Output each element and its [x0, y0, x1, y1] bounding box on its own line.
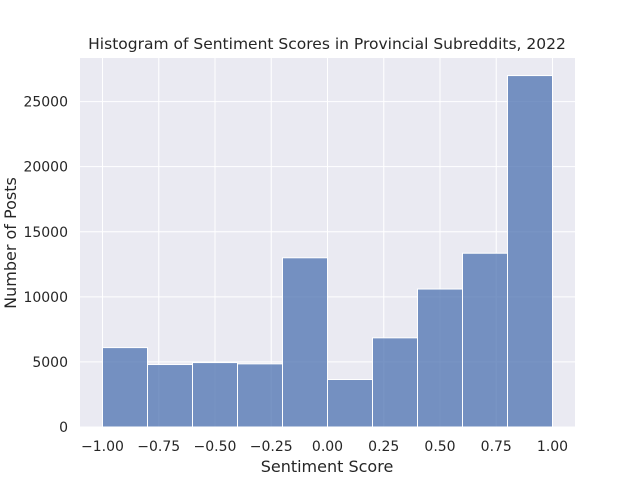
- x-axis-ticks: −1.00 −0.75 −0.50 −0.25 0.00 0.25 0.50 0.75 1.00: [81, 439, 568, 455]
- x-axis-label: Sentiment Score: [261, 457, 394, 476]
- histogram-bars: [102, 75, 553, 428]
- x-tick-label: 0.25: [368, 439, 399, 455]
- x-tick-label: 1.00: [537, 439, 568, 455]
- x-tick-label: 0.00: [312, 439, 343, 455]
- x-tick-label: −1.00: [81, 439, 124, 455]
- histogram-bar: [282, 257, 328, 428]
- x-tick-label: −0.50: [194, 439, 237, 455]
- y-tick-label: 5000: [32, 355, 68, 371]
- histogram-bar: [462, 252, 508, 428]
- histogram-bar: [417, 288, 463, 428]
- x-tick-label: 0.75: [481, 439, 512, 455]
- histogram-bar: [192, 362, 238, 428]
- y-tick-label: 15000: [23, 225, 68, 241]
- y-tick-label: 0: [59, 420, 68, 436]
- chart-title: Histogram of Sentiment Scores in Provinc…: [88, 35, 566, 53]
- y-tick-label: 10000: [23, 290, 68, 306]
- y-tick-label: 25000: [23, 95, 68, 111]
- y-axis-label: Number of Posts: [1, 177, 20, 309]
- x-tick-label: −0.75: [137, 439, 180, 455]
- y-tick-label: 20000: [23, 160, 68, 176]
- y-axis-ticks: 0 5000 10000 15000 20000 25000: [23, 95, 68, 436]
- histogram-bar: [507, 75, 553, 428]
- histogram-bar: [372, 337, 418, 428]
- histogram-bar: [327, 378, 373, 428]
- histogram-bar: [147, 364, 193, 428]
- histogram-bar: [102, 347, 148, 428]
- x-tick-label: 0.50: [424, 439, 455, 455]
- x-tick-label: −0.25: [250, 439, 293, 455]
- histogram-bar: [237, 363, 283, 428]
